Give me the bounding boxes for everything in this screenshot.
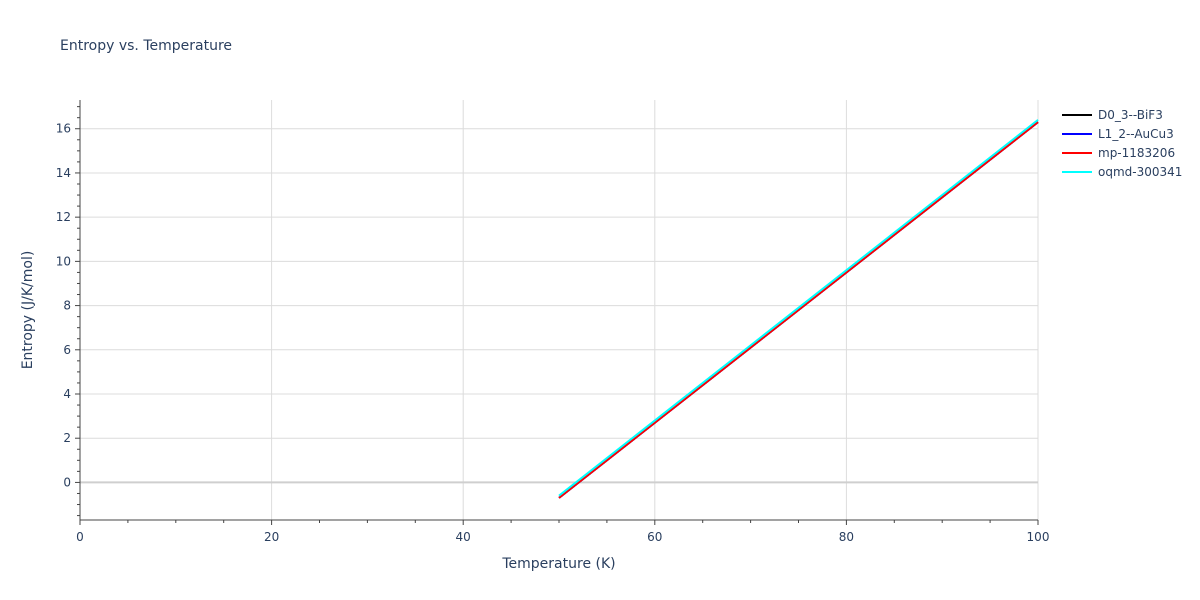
legend-item[interactable]: mp-1183206: [1062, 146, 1175, 160]
y-tick-label: 16: [56, 122, 71, 136]
legend[interactable]: D0_3--BiF3 L1_2--AuCu3 mp-1183206 oqmd-3003…: [1062, 108, 1182, 179]
x-tick-label: 60: [647, 530, 662, 544]
x-tick-label: 40: [456, 530, 471, 544]
x-tick-label: 20: [264, 530, 279, 544]
series-lines: [558, 119, 1039, 499]
legend-label: L1_2--AuCu3: [1098, 127, 1174, 141]
y-tick-label: 12: [56, 210, 71, 224]
legend-item[interactable]: D0_3--BiF3: [1062, 108, 1163, 122]
x-tick-label: 80: [839, 530, 854, 544]
y-tick-label: 6: [63, 343, 71, 357]
x-tick-label: 0: [76, 530, 84, 544]
legend-label: D0_3--BiF3: [1098, 108, 1163, 122]
y-tick-label: 0: [63, 475, 71, 489]
y-tick-label: 4: [63, 387, 71, 401]
series-line-oqmd-300341[interactable]: [558, 119, 1039, 497]
grid-lines: [80, 100, 1039, 520]
axes: 0 20 40 60 80 100 0 2 4 6 8 10 12 14 16: [56, 100, 1050, 544]
y-tick-label: 2: [63, 431, 71, 445]
y-tick-label: 14: [56, 166, 71, 180]
legend-label: oqmd-300341: [1098, 165, 1182, 179]
y-tick-label: 10: [56, 254, 71, 268]
chart-title: Entropy vs. Temperature: [60, 38, 232, 54]
x-axis-title: Temperature (K): [501, 556, 615, 572]
y-axis-title: Entropy (J/K/mol): [20, 251, 36, 370]
series-line-mp-1183206[interactable]: [558, 121, 1039, 499]
x-tick-label: 100: [1027, 530, 1050, 544]
legend-item[interactable]: oqmd-300341: [1062, 165, 1182, 179]
legend-label: mp-1183206: [1098, 146, 1175, 160]
y-tick-label: 8: [63, 299, 71, 313]
legend-item[interactable]: L1_2--AuCu3: [1062, 127, 1174, 141]
